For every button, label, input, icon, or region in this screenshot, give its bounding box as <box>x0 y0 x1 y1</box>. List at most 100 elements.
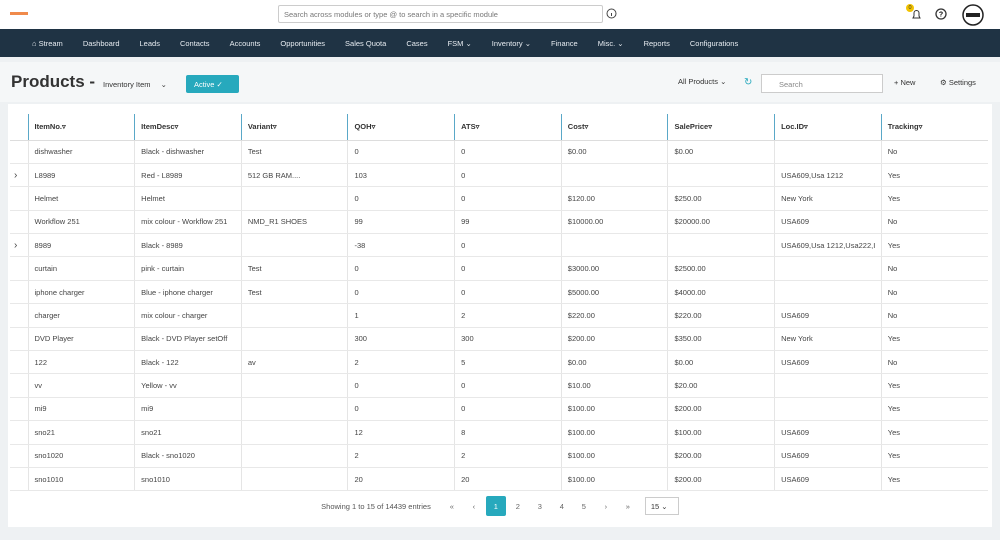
nav-item[interactable]: Inventory ⌄ <box>491 38 532 48</box>
new-button[interactable]: + New <box>894 78 916 87</box>
table-row[interactable]: mi9 mi9 0 0 $100.00 $200.00 Yes <box>10 397 988 422</box>
help-icon[interactable]: ? <box>935 8 947 20</box>
page-nav[interactable]: ‹ <box>472 501 476 511</box>
header-row: ItemNo.▿ ItemDesc▿ Variant▿ QOH▿ ATS▿ Cost▿ Sa… <box>10 114 988 141</box>
table-cell: mix colour - Workflow 251 <box>134 210 242 235</box>
page-button[interactable]: 4 <box>559 501 564 511</box>
table-cell: $20.00 <box>667 373 775 398</box>
nav-item[interactable]: Configurations <box>690 39 738 48</box>
table-cell: No <box>880 303 988 328</box>
table-row[interactable]: sno1010 sno1010 20 20 $100.00 $200.00 USA609 Ye… <box>10 467 988 492</box>
table-row[interactable]: DVD Player Black - DVD Player setOff 300 30… <box>10 327 988 352</box>
column-header[interactable]: ItemNo.▿ <box>27 114 135 141</box>
page-nav[interactable]: « <box>449 501 454 511</box>
table-row[interactable]: iphone charger Blue - iphone charger Test 0… <box>10 280 988 305</box>
nav-item[interactable]: Cases <box>406 39 427 48</box>
nav-item[interactable]: ⌂ Stream <box>32 38 63 48</box>
table-row[interactable]: Helmet Helmet 0 0 $120.00 $250.00 New York Yes <box>10 186 988 211</box>
table-cell: Black - sno1020 <box>134 444 242 468</box>
column-label: Cost <box>567 122 585 132</box>
table-cell: $0.00 <box>667 140 775 164</box>
nav-item[interactable]: Misc. ⌄ <box>597 38 624 48</box>
table-cell: 8 <box>454 420 562 445</box>
nav-item[interactable]: Opportunities <box>280 39 325 48</box>
page-button[interactable]: 3 <box>537 501 542 511</box>
table-cell: pink - curtain <box>134 256 242 281</box>
table-cell: No <box>880 210 988 235</box>
expander-cell[interactable]: › <box>10 233 28 258</box>
page-button[interactable]: 2 <box>515 501 520 511</box>
table-row[interactable]: 122 Black - 122 av 2 5 $0.00 $0.00 USA609 No <box>10 350 988 375</box>
nav-item[interactable]: Finance <box>551 39 578 48</box>
table-cell: $2500.00 <box>667 256 775 281</box>
view-selector[interactable]: Inventory Item ⌄ <box>103 80 167 89</box>
global-search[interactable]: Search across modules or type @ to searc… <box>278 5 603 23</box>
table-cell: $200.00 <box>667 397 775 422</box>
page-nav[interactable]: › <box>604 501 608 511</box>
filter-icon[interactable]: ▿ <box>62 122 66 132</box>
table-row[interactable]: vv Yellow - vv 0 0 $10.00 $20.00 Yes <box>10 373 988 398</box>
table-cell: $350.00 <box>667 327 775 352</box>
table-row[interactable]: dishwasher Black - dishwasher Test 0 0 $0.00 $… <box>10 140 988 164</box>
column-header[interactable]: ATS▿ <box>454 114 562 141</box>
table-cell: USA609 <box>774 420 882 445</box>
column-header[interactable]: Variant▿ <box>240 114 348 141</box>
page-button[interactable]: 1 <box>485 496 506 516</box>
filter-icon[interactable]: ▿ <box>272 122 277 132</box>
status-button[interactable]: Active ✓ <box>186 75 239 93</box>
new-label: New <box>900 78 916 87</box>
nav-item[interactable]: Reports <box>644 39 670 48</box>
avatar[interactable] <box>962 4 984 26</box>
table-cell <box>240 373 348 398</box>
page-nav[interactable]: » <box>625 501 630 511</box>
table-row[interactable]: Workflow 251 mix colour - Workflow 251 NMD… <box>10 210 988 235</box>
filter-icon[interactable]: ▿ <box>708 122 712 132</box>
nav-item[interactable]: Accounts <box>230 39 261 48</box>
filter-icon[interactable]: ▿ <box>475 122 480 132</box>
table-cell: 0 <box>454 256 562 281</box>
table-row[interactable]: sno1020 Black - sno1020 2 2 $100.00 $200.00 US… <box>10 444 988 468</box>
table-cell: $100.00 <box>560 444 668 468</box>
bell-icon[interactable] <box>910 8 923 21</box>
column-header[interactable]: Cost▿ <box>560 114 668 141</box>
page-button[interactable]: 5 <box>581 501 586 511</box>
settings-button[interactable]: ⚙ Settings <box>940 78 976 87</box>
table-cell: Yes <box>880 420 988 445</box>
table-cell: Yes <box>880 186 988 211</box>
column-header[interactable]: SalePrice▿ <box>667 114 775 141</box>
nav-item[interactable]: Sales Quota <box>345 39 386 48</box>
table-row[interactable]: › L8989 Red - L8989 512 GB RAM.... 103 0 USA60… <box>10 163 988 188</box>
nav-item[interactable]: Contacts <box>180 39 210 48</box>
refresh-icon[interactable]: ↻ <box>744 77 753 88</box>
table-cell: 512 GB RAM.... <box>240 163 348 188</box>
page-size-select[interactable]: 15 ⌄ <box>644 497 679 515</box>
nav-item[interactable]: Leads <box>140 39 160 48</box>
table-cell: L8989 <box>27 163 135 188</box>
info-icon[interactable] <box>606 8 617 19</box>
table-row[interactable]: charger mix colour - charger 1 2 $220.00 $220… <box>10 303 988 328</box>
table-cell: $0.00 <box>667 350 775 375</box>
table-row[interactable]: curtain pink - curtain Test 0 0 $3000.00 $2500… <box>10 256 988 281</box>
table-cell: 103 <box>347 163 455 188</box>
column-header[interactable]: Loc.ID▿ <box>774 114 882 141</box>
pagination: Showing 1 to 15 of 14439 entries « ‹ 1 2 3 4 5 ›… <box>8 496 992 516</box>
nav-label: Opportunities <box>280 38 326 48</box>
table-row[interactable]: sno21 sno21 12 8 $100.00 $100.00 USA609 Yes <box>10 420 988 445</box>
search-input[interactable]: Search <box>761 74 883 93</box>
expander-cell[interactable]: › <box>10 163 28 188</box>
filter-icon[interactable]: ▿ <box>371 122 376 132</box>
table-row[interactable]: › 8989 Black - 8989 -38 0 USA609,Usa 1212,Usa… <box>10 233 988 258</box>
table-cell: 0 <box>454 233 562 258</box>
filter-dropdown[interactable]: All Products ⌄ <box>678 77 727 86</box>
table-cell: New York <box>774 327 882 352</box>
filter-icon[interactable]: ▿ <box>804 122 808 132</box>
column-header[interactable]: QOH▿ <box>347 114 455 141</box>
filter-icon[interactable]: ▿ <box>584 122 589 132</box>
column-header[interactable]: ItemDesc▿ <box>134 114 242 141</box>
column-header[interactable]: Tracking▿ <box>880 114 988 141</box>
table-cell: Helmet <box>27 186 135 211</box>
nav-item[interactable]: Dashboard <box>83 39 120 48</box>
nav-item[interactable]: FSM ⌄ <box>447 38 472 48</box>
filter-icon[interactable]: ▿ <box>918 122 923 132</box>
filter-icon[interactable]: ▿ <box>174 122 179 132</box>
